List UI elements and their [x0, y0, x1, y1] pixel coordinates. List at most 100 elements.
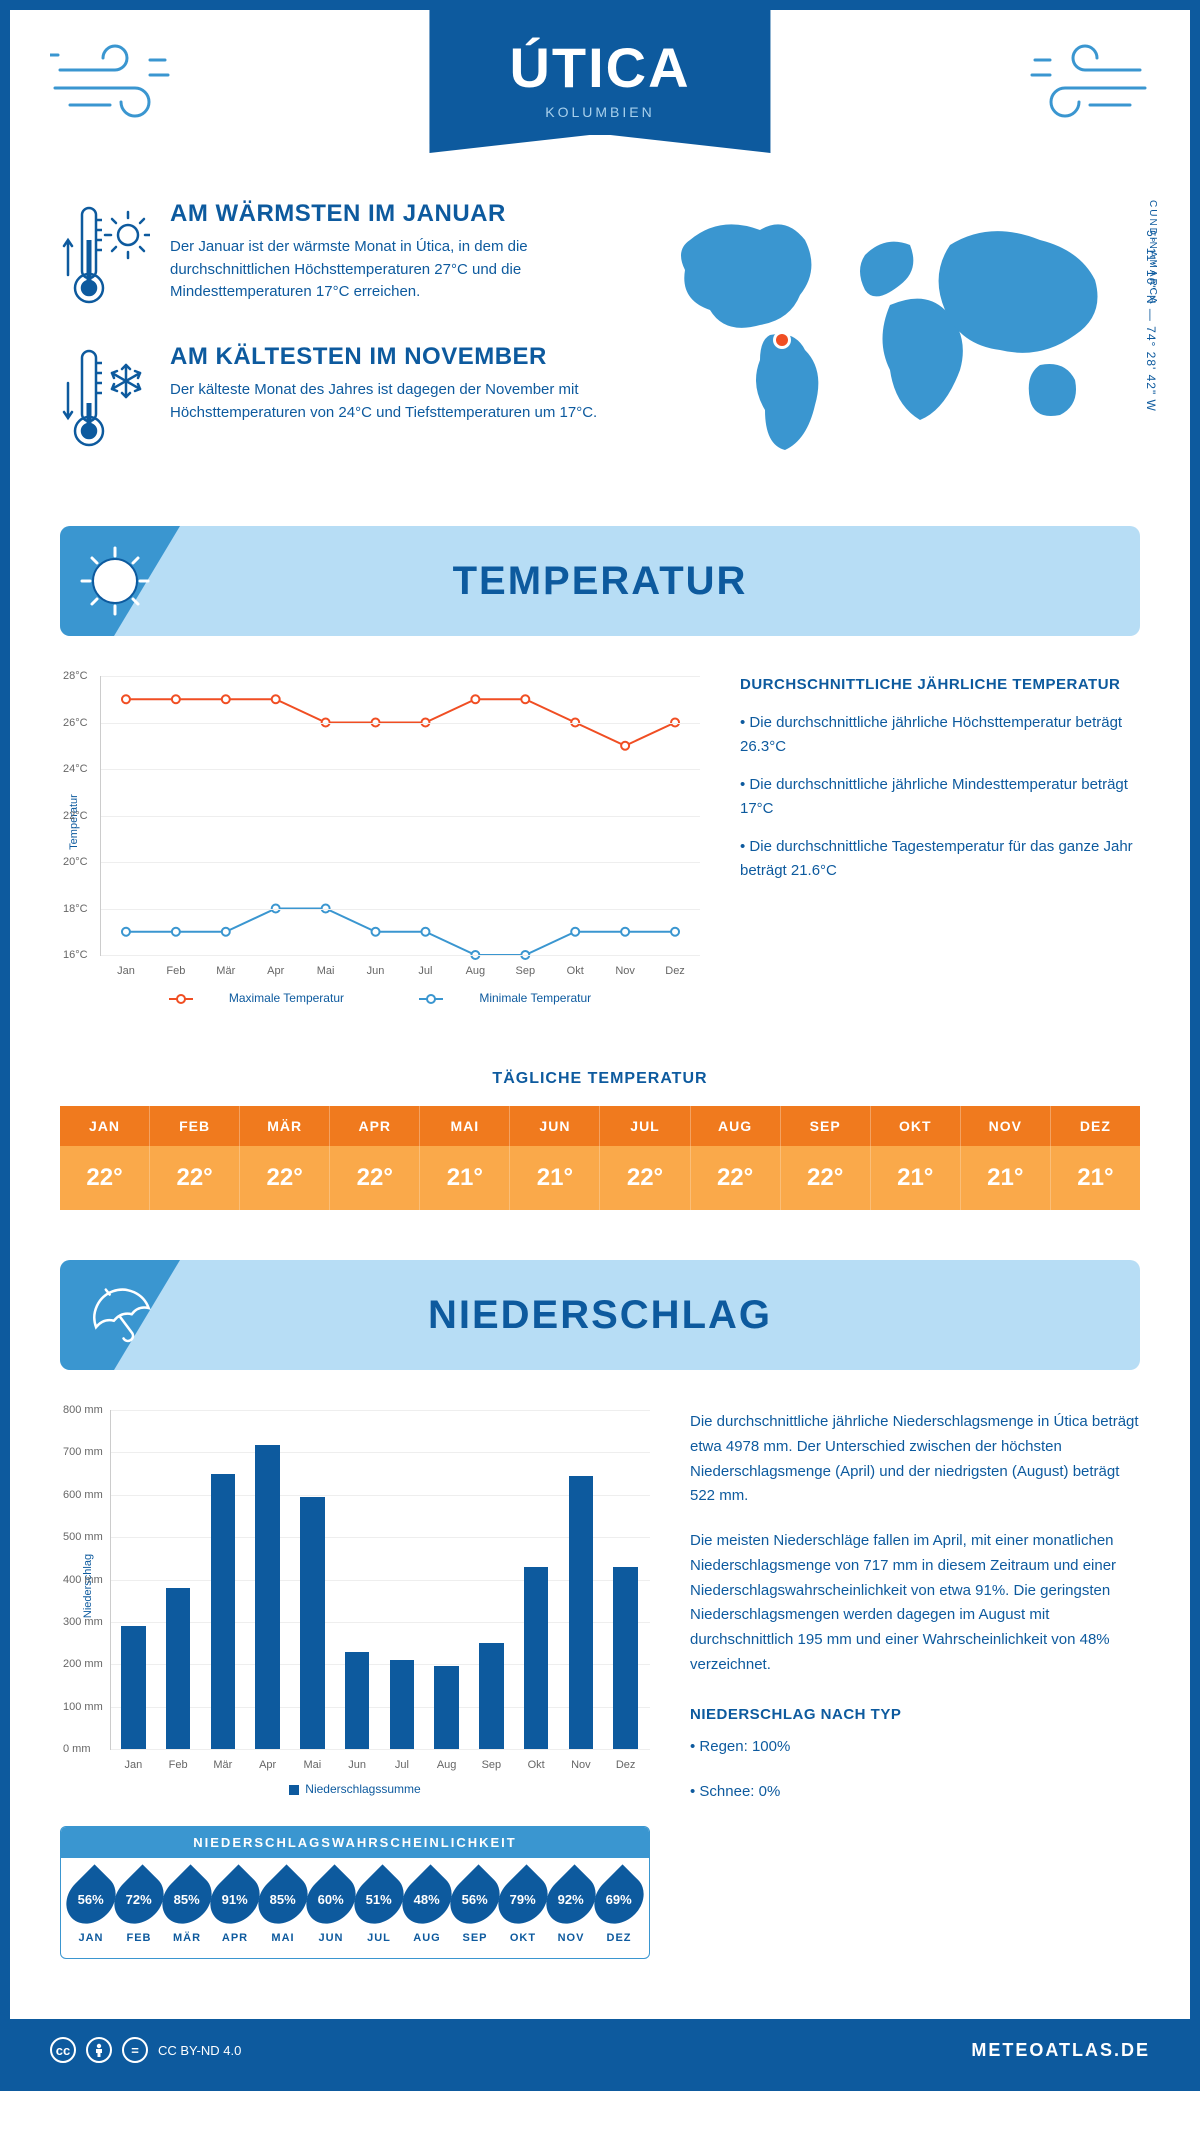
nd-icon: =	[122, 2037, 148, 2063]
daily-head-cell: JUN	[510, 1106, 600, 1146]
precip-title: NIEDERSCHLAG	[428, 1293, 772, 1338]
thermometer-snow-icon	[60, 343, 150, 453]
brand: METEOATLAS.DE	[971, 2040, 1150, 2061]
probability-box: NIEDERSCHLAGSWAHRSCHEINLICHKEIT 56%JAN72…	[60, 1826, 650, 1959]
daily-value-cell: 21°	[871, 1146, 961, 1210]
temperature-line-chart: Temperatur 16°C18°C20°C22°C24°C26°C28°CJ…	[100, 676, 700, 956]
daily-value-cell: 21°	[420, 1146, 510, 1210]
license: cc = CC BY-ND 4.0	[50, 2037, 241, 2063]
daily-head-cell: MAI	[420, 1106, 510, 1146]
infographic-frame: ÚTICA KOLUMBIEN	[0, 0, 1200, 2091]
precip-text-1: Die durchschnittliche jährliche Niedersc…	[690, 1410, 1140, 1509]
probability-drop: 48%AUG	[405, 1872, 449, 1944]
temperature-chart-area: Temperatur 16°C18°C20°C22°C24°C26°C28°CJ…	[60, 676, 700, 1005]
world-map	[640, 200, 1140, 460]
daily-value-cell: 21°	[961, 1146, 1051, 1210]
type-bullet: • Regen: 100%	[690, 1735, 1140, 1760]
daily-temp-title: TÄGLICHE TEMPERATUR	[10, 1070, 1190, 1088]
sun-icon	[78, 544, 153, 619]
legend-max: Maximale Temperatur	[229, 991, 344, 1005]
probability-drop: 72%FEB	[117, 1872, 161, 1944]
precip-bar	[255, 1445, 280, 1749]
daily-value-cell: 22°	[691, 1146, 781, 1210]
temp-legend: Maximale Temperatur Minimale Temperatur	[60, 991, 700, 1005]
daily-value-cell: 22°	[240, 1146, 330, 1210]
precip-left: Niederschlag 0 mm100 mm200 mm300 mm400 m…	[60, 1410, 650, 1959]
probability-drop: 69%DEZ	[597, 1872, 641, 1944]
daily-value-cell: 21°	[1051, 1146, 1140, 1210]
precip-bar	[569, 1476, 594, 1749]
daily-head-cell: DEZ	[1051, 1106, 1140, 1146]
coldest-text: Der kälteste Monat des Jahres ist dagege…	[170, 379, 610, 424]
coldest-fact: AM KÄLTESTEN IM NOVEMBER Der kälteste Mo…	[60, 343, 610, 458]
precip-body: Niederschlag 0 mm100 mm200 mm300 mm400 m…	[10, 1370, 1190, 1989]
daily-value-cell: 22°	[150, 1146, 240, 1210]
facts-column: AM WÄRMSTEN IM JANUAR Der Januar ist der…	[60, 200, 610, 486]
precip-bar	[211, 1474, 236, 1749]
warmest-fact: AM WÄRMSTEN IM JANUAR Der Januar ist der…	[60, 200, 610, 315]
temp-bullet: • Die durchschnittliche Tagestemperatur …	[740, 835, 1140, 883]
country-name: KOLUMBIEN	[509, 104, 690, 120]
precip-bar	[300, 1497, 325, 1749]
probability-drop: 51%JUL	[357, 1872, 401, 1944]
precip-text-2: Die meisten Niederschläge fallen im Apri…	[690, 1529, 1140, 1678]
probability-drop: 56%SEP	[453, 1872, 497, 1944]
temp-bullet: • Die durchschnittliche jährliche Mindes…	[740, 773, 1140, 821]
daily-value-row: 22°22°22°22°21°21°22°22°22°21°21°21°	[60, 1146, 1140, 1210]
temperature-info: DURCHSCHNITTLICHE JÄHRLICHE TEMPERATUR •…	[740, 676, 1140, 1005]
probability-drop: 85%MAI	[261, 1872, 305, 1944]
daily-head-cell: FEB	[150, 1106, 240, 1146]
daily-head-cell: OKT	[871, 1106, 961, 1146]
temperature-banner: TEMPERATUR	[60, 526, 1140, 636]
umbrella-icon	[78, 1278, 153, 1353]
thermometer-sun-icon	[60, 200, 150, 310]
probability-drop: 92%NOV	[549, 1872, 593, 1944]
license-text: CC BY-ND 4.0	[158, 2043, 241, 2058]
precip-bar	[613, 1567, 638, 1749]
precip-legend: Niederschlagssumme	[60, 1782, 650, 1796]
cc-icon: cc	[50, 2037, 76, 2063]
probability-drop: 91%APR	[213, 1872, 257, 1944]
legend-min: Minimale Temperatur	[479, 991, 591, 1005]
warmest-text: Der Januar ist der wärmste Monat in Útic…	[170, 236, 610, 304]
footer: cc = CC BY-ND 4.0 METEOATLAS.DE	[10, 2019, 1190, 2081]
daily-head-cell: SEP	[781, 1106, 871, 1146]
precip-bar	[524, 1567, 549, 1749]
precip-bar-chart: Niederschlag 0 mm100 mm200 mm300 mm400 m…	[110, 1410, 650, 1750]
precip-bar	[121, 1626, 146, 1749]
temperature-title: TEMPERATUR	[453, 559, 748, 604]
daily-head-cell: MÄR	[240, 1106, 330, 1146]
probability-title: NIEDERSCHLAGSWAHRSCHEINLICHKEIT	[61, 1827, 649, 1858]
by-icon	[86, 2037, 112, 2063]
precip-ylabel: Niederschlag	[82, 1553, 94, 1617]
daily-value-cell: 22°	[781, 1146, 871, 1210]
temp-bullet: • Die durchschnittliche jährliche Höchst…	[740, 711, 1140, 759]
daily-value-cell: 22°	[600, 1146, 690, 1210]
daily-head-cell: AUG	[691, 1106, 781, 1146]
daily-head-cell: JAN	[60, 1106, 150, 1146]
header: ÚTICA KOLUMBIEN	[10, 10, 1190, 190]
precip-bar	[479, 1643, 504, 1749]
probability-drop: 85%MÄR	[165, 1872, 209, 1944]
title-banner: ÚTICA KOLUMBIEN	[429, 10, 770, 135]
precip-type-title: NIEDERSCHLAG NACH TYP	[690, 1703, 1140, 1728]
coldest-title: AM KÄLTESTEN IM NOVEMBER	[170, 343, 610, 371]
daily-value-cell: 22°	[60, 1146, 150, 1210]
warmest-title: AM WÄRMSTEN IM JANUAR	[170, 200, 610, 228]
daily-temp-table: JANFEBMÄRAPRMAIJUNJULAUGSEPOKTNOVDEZ 22°…	[60, 1106, 1140, 1210]
temperature-body: Temperatur 16°C18°C20°C22°C24°C26°C28°CJ…	[10, 636, 1190, 1035]
precip-bar	[390, 1660, 415, 1749]
map-column: CUNDINAMARCA 5° 11' 16" N — 74° 28' 42" …	[640, 200, 1140, 486]
precip-bar	[345, 1652, 370, 1749]
probability-drop: 60%JUN	[309, 1872, 353, 1944]
probability-drop: 56%JAN	[69, 1872, 113, 1944]
type-bullet: • Schnee: 0%	[690, 1780, 1140, 1805]
wind-icon	[50, 40, 180, 130]
daily-value-cell: 21°	[510, 1146, 600, 1210]
temp-info-title: DURCHSCHNITTLICHE JÄHRLICHE TEMPERATUR	[740, 676, 1140, 693]
coords-label: 5° 11' 16" N — 74° 28' 42" W	[1144, 230, 1158, 412]
intro-row: AM WÄRMSTEN IM JANUAR Der Januar ist der…	[10, 190, 1190, 526]
wind-icon	[1020, 40, 1150, 130]
city-name: ÚTICA	[509, 35, 690, 100]
daily-header-row: JANFEBMÄRAPRMAIJUNJULAUGSEPOKTNOVDEZ	[60, 1106, 1140, 1146]
